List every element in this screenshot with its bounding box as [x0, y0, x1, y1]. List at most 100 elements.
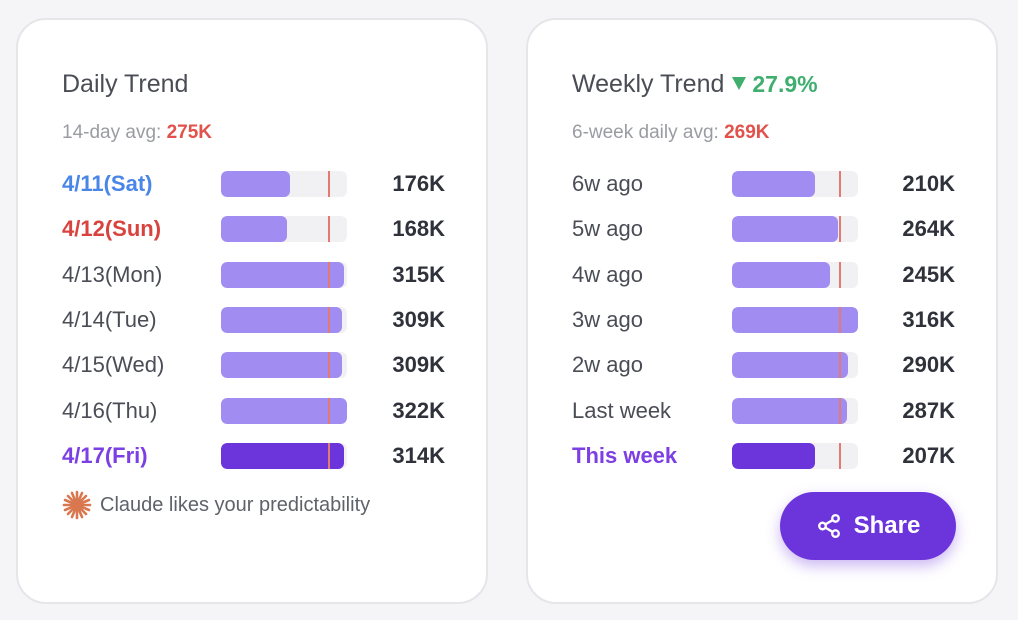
weekly-row: 6w ago 210K — [528, 170, 996, 198]
daily-row: 4/13(Mon) 315K — [18, 261, 486, 289]
weekly-row-label: 5w ago — [572, 216, 643, 241]
weekly-bar-fill — [732, 216, 838, 242]
weekly-row-label: 2w ago — [572, 352, 643, 377]
claude-spark-icon — [62, 490, 92, 520]
daily-bar-track — [221, 262, 347, 288]
triangle-down-icon — [732, 77, 747, 90]
daily-avg-text: 14-day avg: 275K — [62, 122, 212, 144]
daily-bar-fill — [221, 307, 342, 333]
daily-row-label: 4/17(Fri) — [62, 443, 148, 468]
daily-avg-label: 14-day avg: — [62, 122, 167, 143]
daily-trend-card: Daily Trend 14-day avg: 275K 4/11(Sat) 17… — [16, 18, 488, 604]
daily-row-value: 315K — [392, 262, 445, 287]
weekly-row-label: 3w ago — [572, 307, 643, 332]
weekly-avg-label: 6-week daily avg: — [572, 122, 725, 143]
daily-avg-marker — [328, 171, 330, 197]
daily-bar-track — [221, 216, 347, 242]
daily-row-label: 4/14(Tue) — [62, 307, 157, 332]
weekly-avg-value: 269K — [724, 122, 770, 143]
weekly-row-label: 6w ago — [572, 171, 643, 196]
daily-row-label: 4/13(Mon) — [62, 262, 163, 287]
weekly-row-label: 4w ago — [572, 262, 643, 287]
daily-row: 4/12(Sun) 168K — [18, 215, 486, 243]
weekly-avg-marker — [839, 307, 841, 333]
daily-bar-fill — [221, 352, 342, 378]
weekly-row: 4w ago 245K — [528, 261, 996, 289]
daily-row-label: 4/11(Sat) — [62, 171, 153, 196]
weekly-row-label: Last week — [572, 398, 672, 423]
daily-bar-fill — [221, 262, 344, 288]
daily-bar-fill — [221, 171, 290, 197]
weekly-trend-title: Weekly Trend — [572, 70, 725, 98]
share-button[interactable]: Share — [780, 492, 956, 560]
weekly-bar-fill — [732, 443, 815, 469]
daily-row: 4/14(Tue) 309K — [18, 306, 486, 334]
daily-row-label: 4/15(Wed) — [62, 352, 165, 377]
daily-bar-track — [221, 171, 347, 197]
daily-avg-marker — [328, 307, 330, 333]
daily-bar-fill — [221, 216, 287, 242]
weekly-avg-marker — [839, 216, 841, 242]
daily-bar-track — [221, 398, 347, 424]
weekly-bar-track — [732, 352, 858, 378]
weekly-avg-marker — [839, 443, 841, 469]
weekly-bar-fill — [732, 171, 815, 197]
daily-avg-value: 275K — [166, 122, 212, 143]
daily-bar-fill — [221, 443, 344, 469]
footnote: Claude likes your predictability — [62, 490, 370, 520]
weekly-trend-header: Weekly Trend 27.9% — [572, 70, 818, 99]
daily-row-value: 309K — [392, 352, 445, 377]
weekly-bar-fill — [732, 352, 848, 378]
weekly-row-value: 290K — [902, 352, 955, 377]
daily-row: 4/17(Fri) 314K — [18, 442, 486, 470]
weekly-avg-marker — [839, 352, 841, 378]
weekly-trend-card: Weekly Trend 27.9% 6-week daily avg: 269K… — [526, 18, 998, 604]
daily-row-value: 314K — [392, 443, 445, 468]
weekly-row-value: 264K — [902, 216, 955, 241]
daily-avg-marker — [328, 443, 330, 469]
weekly-row-value: 287K — [902, 398, 955, 423]
daily-row-value: 168K — [392, 216, 445, 241]
share-icon — [817, 513, 840, 539]
daily-row-value: 176K — [392, 171, 445, 196]
weekly-bar-track — [732, 398, 858, 424]
daily-bar-fill — [221, 398, 347, 424]
weekly-bar-fill — [732, 398, 847, 424]
weekly-bar-track — [732, 216, 858, 242]
weekly-row-label: This week — [572, 443, 678, 468]
daily-trend-title: Daily Trend — [62, 70, 189, 98]
daily-avg-marker — [328, 262, 330, 288]
weekly-row: 5w ago 264K — [528, 215, 996, 243]
weekly-row: This week 207K — [528, 442, 996, 470]
daily-row-label: 4/16(Thu) — [62, 398, 158, 423]
weekly-row-value: 245K — [902, 262, 955, 287]
weekly-row-value: 207K — [902, 443, 955, 468]
weekly-delta: 27.9% — [752, 71, 818, 97]
daily-avg-marker — [328, 352, 330, 378]
footnote-text: Claude likes your predictability — [100, 493, 371, 516]
weekly-avg-marker — [839, 398, 841, 424]
daily-avg-marker — [328, 216, 330, 242]
weekly-row: 2w ago 290K — [528, 351, 996, 379]
daily-bar-track — [221, 443, 347, 469]
daily-avg-marker — [328, 398, 330, 424]
weekly-bar-track — [732, 262, 858, 288]
daily-bar-track — [221, 307, 347, 333]
share-label: Share — [853, 512, 921, 539]
weekly-row-value: 316K — [902, 307, 955, 332]
weekly-bar-track — [732, 307, 858, 333]
weekly-row: 3w ago 316K — [528, 306, 996, 334]
weekly-row-value: 210K — [902, 171, 955, 196]
daily-row: 4/16(Thu) 322K — [18, 397, 486, 425]
weekly-avg-marker — [839, 262, 841, 288]
weekly-avg-marker — [839, 171, 841, 197]
weekly-bar-fill — [732, 262, 830, 288]
weekly-bar-track — [732, 443, 858, 469]
daily-row-value: 309K — [392, 307, 445, 332]
weekly-row: Last week 287K — [528, 397, 996, 425]
daily-row: 4/11(Sat) 176K — [18, 170, 486, 198]
daily-row-value: 322K — [392, 398, 445, 423]
daily-bar-track — [221, 352, 347, 378]
weekly-bar-track — [732, 171, 858, 197]
